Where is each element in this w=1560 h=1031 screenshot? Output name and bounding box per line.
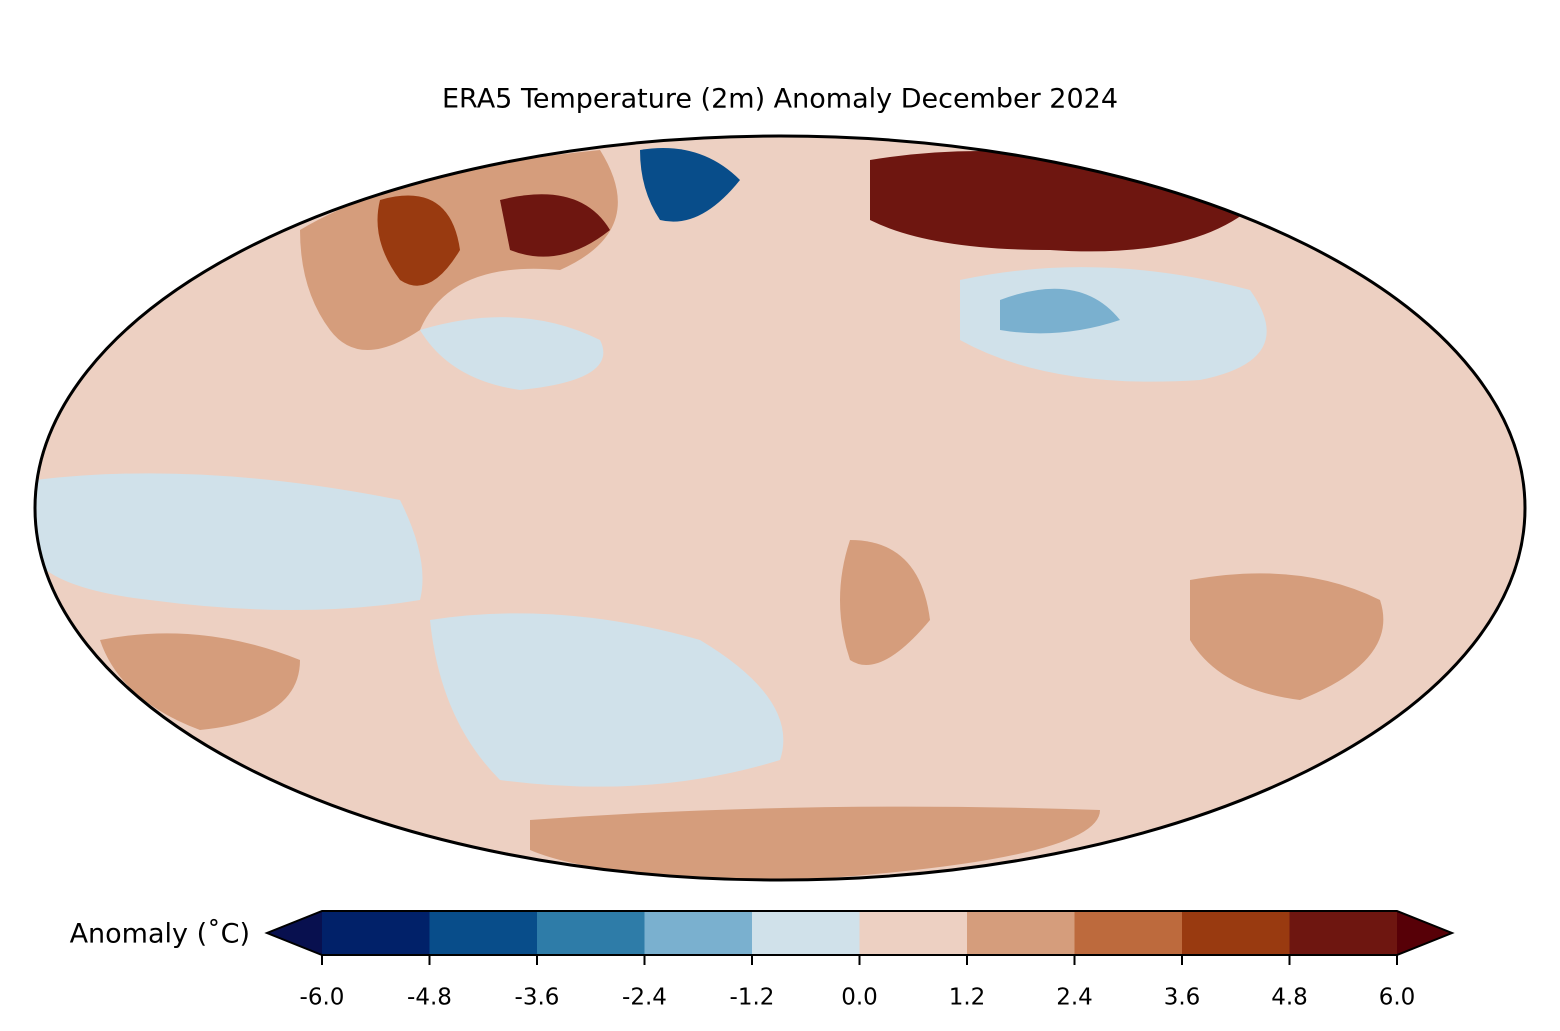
colorbar-over: [1397, 911, 1452, 955]
map-outline: [33, 134, 1527, 882]
colorbar-tick-label: -6.0: [300, 985, 345, 1011]
colorbar-bin: [537, 911, 645, 955]
colorbar-bin: [644, 911, 752, 955]
colorbar-tick-label: 3.6: [1164, 985, 1201, 1011]
colorbar: -6.0 -4.8 -3.6 -2.4 -1.2 0.0 1.2 2.4 3.6 4.8 6.0: [264, 910, 1455, 1011]
map-title: ERA5 Temperature (2m) Anomaly December 2…: [442, 84, 1118, 115]
colorbar-tick-label: -1.2: [730, 985, 775, 1011]
colorbar-label: Anomaly (˚C): [70, 919, 250, 950]
colorbar-tick-label: 6.0: [1379, 985, 1416, 1011]
colorbar-bin: [322, 911, 430, 955]
colorbar-bin: [967, 911, 1075, 955]
colorbar-bin: [1074, 911, 1182, 955]
colorbar-tick-label: 0.0: [841, 985, 878, 1011]
colorbar-under: [267, 911, 322, 955]
colorbar-tick-label: 2.4: [1056, 985, 1093, 1011]
colorbar-tick-label: 4.8: [1271, 985, 1308, 1011]
anomaly-field: [35, 136, 1525, 880]
colorbar-bin: [1289, 911, 1397, 955]
colorbar-bin: [1182, 911, 1290, 955]
colorbar-tick-label: -4.8: [407, 985, 452, 1011]
colorbar-bin: [859, 911, 967, 955]
colorbar-bin: [752, 911, 860, 955]
colorbar-tick-label: -3.6: [515, 985, 560, 1011]
colorbar-tick-label: 1.2: [949, 985, 986, 1011]
colorbar-tick-label: -2.4: [622, 985, 667, 1011]
colorbar-bin: [429, 911, 537, 955]
